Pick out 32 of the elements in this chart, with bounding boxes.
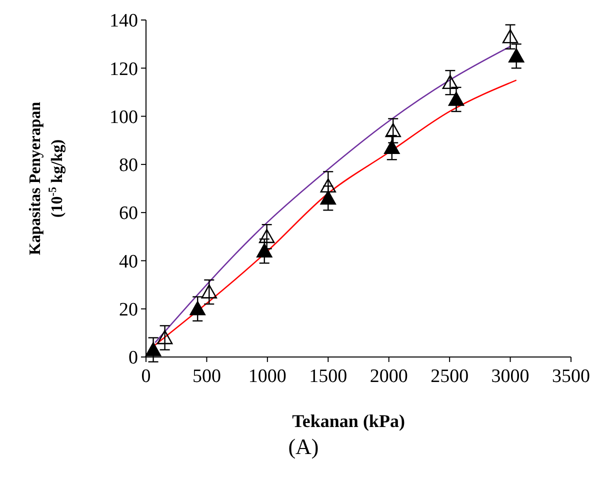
x-axis-title: Tekanan (kPa) bbox=[292, 411, 405, 431]
y-tick-label: 0 bbox=[128, 348, 138, 369]
y-tick-label: 60 bbox=[119, 203, 138, 224]
y-tick-label: 40 bbox=[119, 251, 138, 272]
y-tick-label: 120 bbox=[110, 58, 138, 80]
text: (A) bbox=[288, 434, 319, 459]
x-tick-label: 3000 bbox=[491, 366, 530, 387]
point bbox=[502, 29, 518, 44]
x-tick-label: 2500 bbox=[430, 366, 469, 387]
point bbox=[201, 284, 217, 298]
y-tick-label: 80 bbox=[119, 155, 138, 176]
point bbox=[448, 92, 464, 106]
point bbox=[384, 140, 400, 154]
point bbox=[442, 74, 458, 90]
point bbox=[320, 178, 336, 193]
y-tick-label: 140 bbox=[110, 10, 138, 32]
point bbox=[385, 123, 401, 138]
point bbox=[256, 243, 272, 258]
x-tick-label: 0 bbox=[141, 366, 151, 387]
point bbox=[320, 190, 336, 205]
x-tick-label: 1500 bbox=[309, 366, 348, 387]
point bbox=[156, 330, 173, 344]
y-tick-label: 100 bbox=[110, 106, 138, 128]
x-tick-label: 500 bbox=[192, 366, 221, 387]
point bbox=[145, 342, 162, 356]
x-tick-label: 1000 bbox=[248, 366, 286, 387]
y-tick-label: 20 bbox=[119, 300, 138, 321]
point bbox=[508, 48, 524, 63]
x-tick-label: 2000 bbox=[370, 366, 408, 387]
x-tick-label: 3500 bbox=[552, 366, 590, 387]
point bbox=[258, 228, 275, 244]
point bbox=[190, 301, 206, 316]
